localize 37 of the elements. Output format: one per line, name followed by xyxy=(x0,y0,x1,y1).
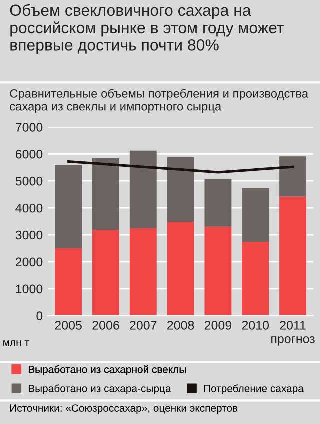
y-tick-label: 1000 xyxy=(16,284,43,294)
y-tick-label: 0 xyxy=(36,312,43,321)
y-tick-label: 3000 xyxy=(16,230,43,240)
bar xyxy=(55,165,82,248)
bar xyxy=(204,226,232,316)
y-axis-title: млн т xyxy=(4,340,30,346)
bar xyxy=(167,157,194,222)
bar xyxy=(92,230,120,316)
y-tick-label: 7000 xyxy=(16,123,43,132)
bar xyxy=(204,179,232,227)
y-tick-label: 4000 xyxy=(16,204,43,213)
chart-subtitle: Сравнительные объемы потребления и производства сахара из свеклы и импортного сырца xyxy=(10,89,309,114)
y-tick-label: 5000 xyxy=(16,176,43,186)
chart-title: Объем свекловичного сахара на российском рынке в этом году может впервые достичь почти 80% xyxy=(10,4,284,54)
legend-label: Потребление сахара xyxy=(204,384,304,394)
bar xyxy=(280,156,306,197)
bar xyxy=(92,158,120,230)
bar xyxy=(130,228,157,316)
x-tick-label: 2009 xyxy=(204,321,232,330)
bar xyxy=(242,188,270,242)
x-tick-label: 2010 xyxy=(242,321,270,330)
y-tick-label: 2000 xyxy=(16,258,43,267)
x-tick-label: 2011 прогноз xyxy=(272,321,315,346)
x-tick-label: 2005 xyxy=(55,321,82,330)
bar xyxy=(55,248,82,316)
bar xyxy=(280,196,306,316)
x-tick-label: 2006 xyxy=(92,321,120,330)
x-tick-label: 2007 xyxy=(130,321,157,330)
legend-label: Выработано из сахара-сырца xyxy=(28,384,172,394)
bar xyxy=(130,150,157,229)
x-tick-label: 2008 xyxy=(168,321,194,330)
bar xyxy=(242,242,270,316)
bar xyxy=(167,222,194,316)
y-tick-label: 6000 xyxy=(16,150,43,159)
text: Источники: «Союзроссахар», оценки экспертов xyxy=(10,404,238,414)
line-series xyxy=(67,160,294,174)
legend-label: Выработано из сахарной свеклы xyxy=(28,365,186,376)
